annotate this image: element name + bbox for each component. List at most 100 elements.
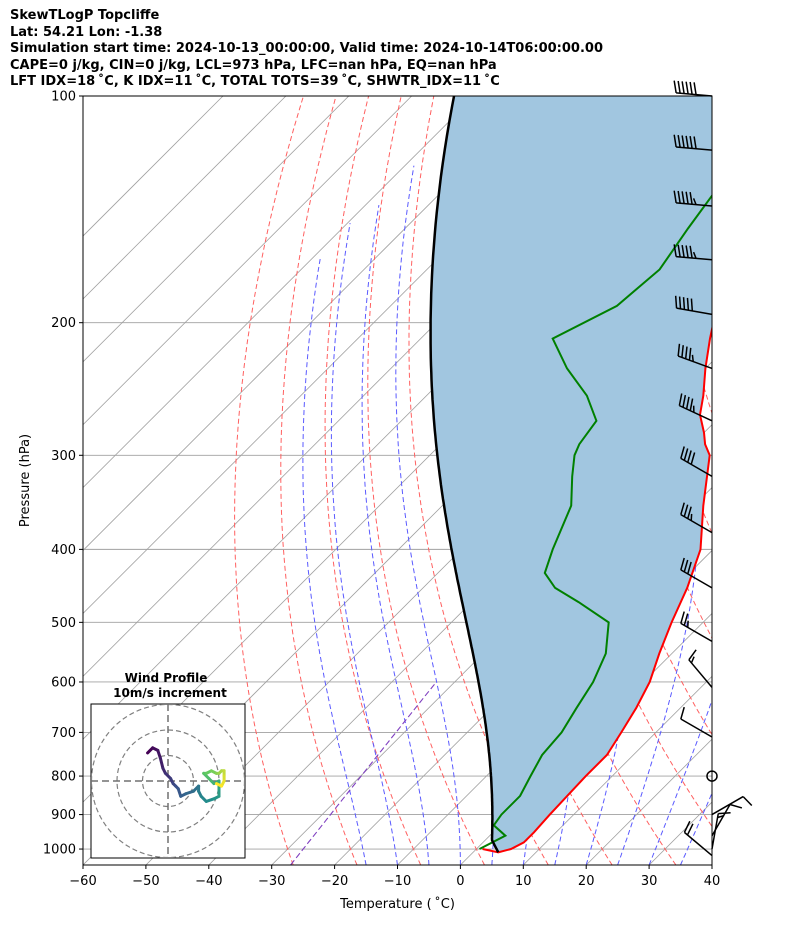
barb-half-tick: [690, 656, 695, 664]
wind-barb: [688, 649, 713, 688]
barb-full-tick: [681, 345, 684, 358]
barb-shaft: [680, 513, 713, 534]
wind-barbs: [673, 80, 753, 857]
x-tick-label: −60: [69, 874, 96, 889]
y-tick-label: 1000: [43, 843, 76, 858]
barb-full-tick: [689, 245, 693, 259]
x-tick-label: −30: [258, 874, 285, 889]
isotherm-40: [711, 864, 712, 865]
barb-half-tick: [692, 251, 697, 259]
hodograph-segment: [214, 782, 224, 788]
location-line: Lat: 54.21 Lon: -1.38: [10, 24, 163, 40]
indices-line-2: LFT IDX=18 ˚C, K IDX=11 ˚C, TOTAL TOTS=3…: [10, 74, 500, 90]
isotherm--150: [83, 96, 287, 300]
dry-adiabat--10: [324, 96, 422, 865]
x-tick-label: 20: [578, 874, 595, 889]
barb-full-tick: [681, 135, 685, 148]
barb-full-tick: [685, 135, 689, 149]
isotherm--160: [83, 96, 224, 237]
barb-full-tick: [680, 502, 685, 515]
isotherm--130: [83, 96, 412, 426]
isotherm--140: [83, 96, 350, 363]
x-tick-label: 0: [456, 874, 464, 889]
barb-half-tick: [717, 814, 725, 819]
x-tick-label: −10: [384, 874, 411, 889]
moist-adiabat-0: [395, 165, 461, 865]
barb-shaft: [688, 659, 713, 688]
barb-full-tick: [742, 796, 753, 806]
wind-barb: [680, 502, 713, 534]
barb-full-tick: [686, 297, 690, 311]
barb-shaft: [680, 622, 713, 643]
dewpoint-line: [479, 194, 712, 850]
wind-barb: [673, 244, 713, 261]
wind-barb: [711, 795, 753, 816]
barb-full-tick: [682, 297, 686, 310]
barb-shaft: [676, 92, 713, 97]
wind-barb: [673, 134, 713, 151]
barb-full-tick: [677, 80, 681, 94]
barb-full-tick: [673, 80, 677, 93]
barb-full-tick: [685, 81, 689, 95]
barb-shaft: [683, 831, 713, 857]
moist-adiabat-30: [648, 698, 712, 865]
barb-full-tick: [688, 347, 692, 361]
y-tick-label: 200: [51, 316, 76, 331]
barb-shaft: [680, 569, 713, 589]
barb-shaft: [676, 255, 713, 261]
barb-full-tick: [689, 398, 694, 411]
y-tick-label: 800: [51, 770, 76, 785]
barb-shaft: [679, 404, 713, 422]
barb-full-tick: [689, 81, 693, 95]
barb-full-tick: [685, 245, 689, 258]
temperature-line: [482, 324, 712, 854]
hodograph-content: [91, 704, 245, 858]
barb-full-tick: [680, 446, 685, 459]
barb-full-tick: [693, 82, 697, 95]
moist-adiabat-35: [680, 791, 712, 865]
chart-title: SkewTLogP Topcliffe: [10, 8, 160, 23]
barb-full-tick: [683, 613, 689, 626]
barb-shaft: [711, 813, 719, 850]
mixing-ratio-line: [290, 681, 437, 865]
chart-header: SkewTLogP Topcliffe Lat: 54.21 Lon: -1.3…: [10, 8, 603, 91]
barb-full-tick: [682, 395, 687, 408]
moist-adiabat--15: [302, 256, 367, 865]
barb-full-tick: [680, 611, 685, 624]
x-tick-label: −20: [321, 874, 348, 889]
cin-shading: [430, 96, 712, 853]
times-line: Simulation start time: 2024-10-13_00:00:…: [10, 41, 603, 57]
barb-full-tick: [689, 191, 693, 205]
y-tick-label: 900: [51, 808, 76, 823]
y-axis-label: Pressure (hPa): [18, 434, 33, 527]
x-tick-label: 30: [641, 874, 658, 889]
barb-shaft: [677, 355, 713, 370]
barb-shaft: [680, 457, 713, 478]
barb-full-tick: [687, 561, 692, 575]
barb-full-tick: [673, 190, 677, 204]
wind-barb: [673, 80, 713, 97]
barb-shaft: [676, 307, 713, 316]
wind-barb: [680, 557, 713, 589]
dry-adiabat-10: [408, 96, 549, 865]
parcel-profile-line: [429, 96, 500, 853]
barb-shaft: [676, 146, 713, 151]
barb-full-tick: [683, 504, 689, 517]
barb-full-tick: [683, 448, 689, 461]
barb-full-tick: [674, 295, 678, 309]
barb-full-tick: [689, 136, 693, 149]
isotherm-10: [523, 675, 712, 865]
barb-full-tick: [680, 557, 685, 571]
x-tick-label: 40: [704, 874, 721, 889]
dry-adiabat-0: [367, 96, 485, 865]
barb-shaft: [711, 795, 744, 816]
wind-barb: [680, 611, 713, 643]
moist-adiabat--5: [361, 205, 430, 865]
x-tick-label: −50: [132, 874, 159, 889]
wind-barb: [673, 190, 713, 207]
wind-barb: [706, 770, 718, 782]
wind-barb: [678, 393, 713, 422]
indices-line-1: CAPE=0 j/kg, CIN=0 j/kg, LCL=973 hPa, LF…: [10, 57, 497, 73]
